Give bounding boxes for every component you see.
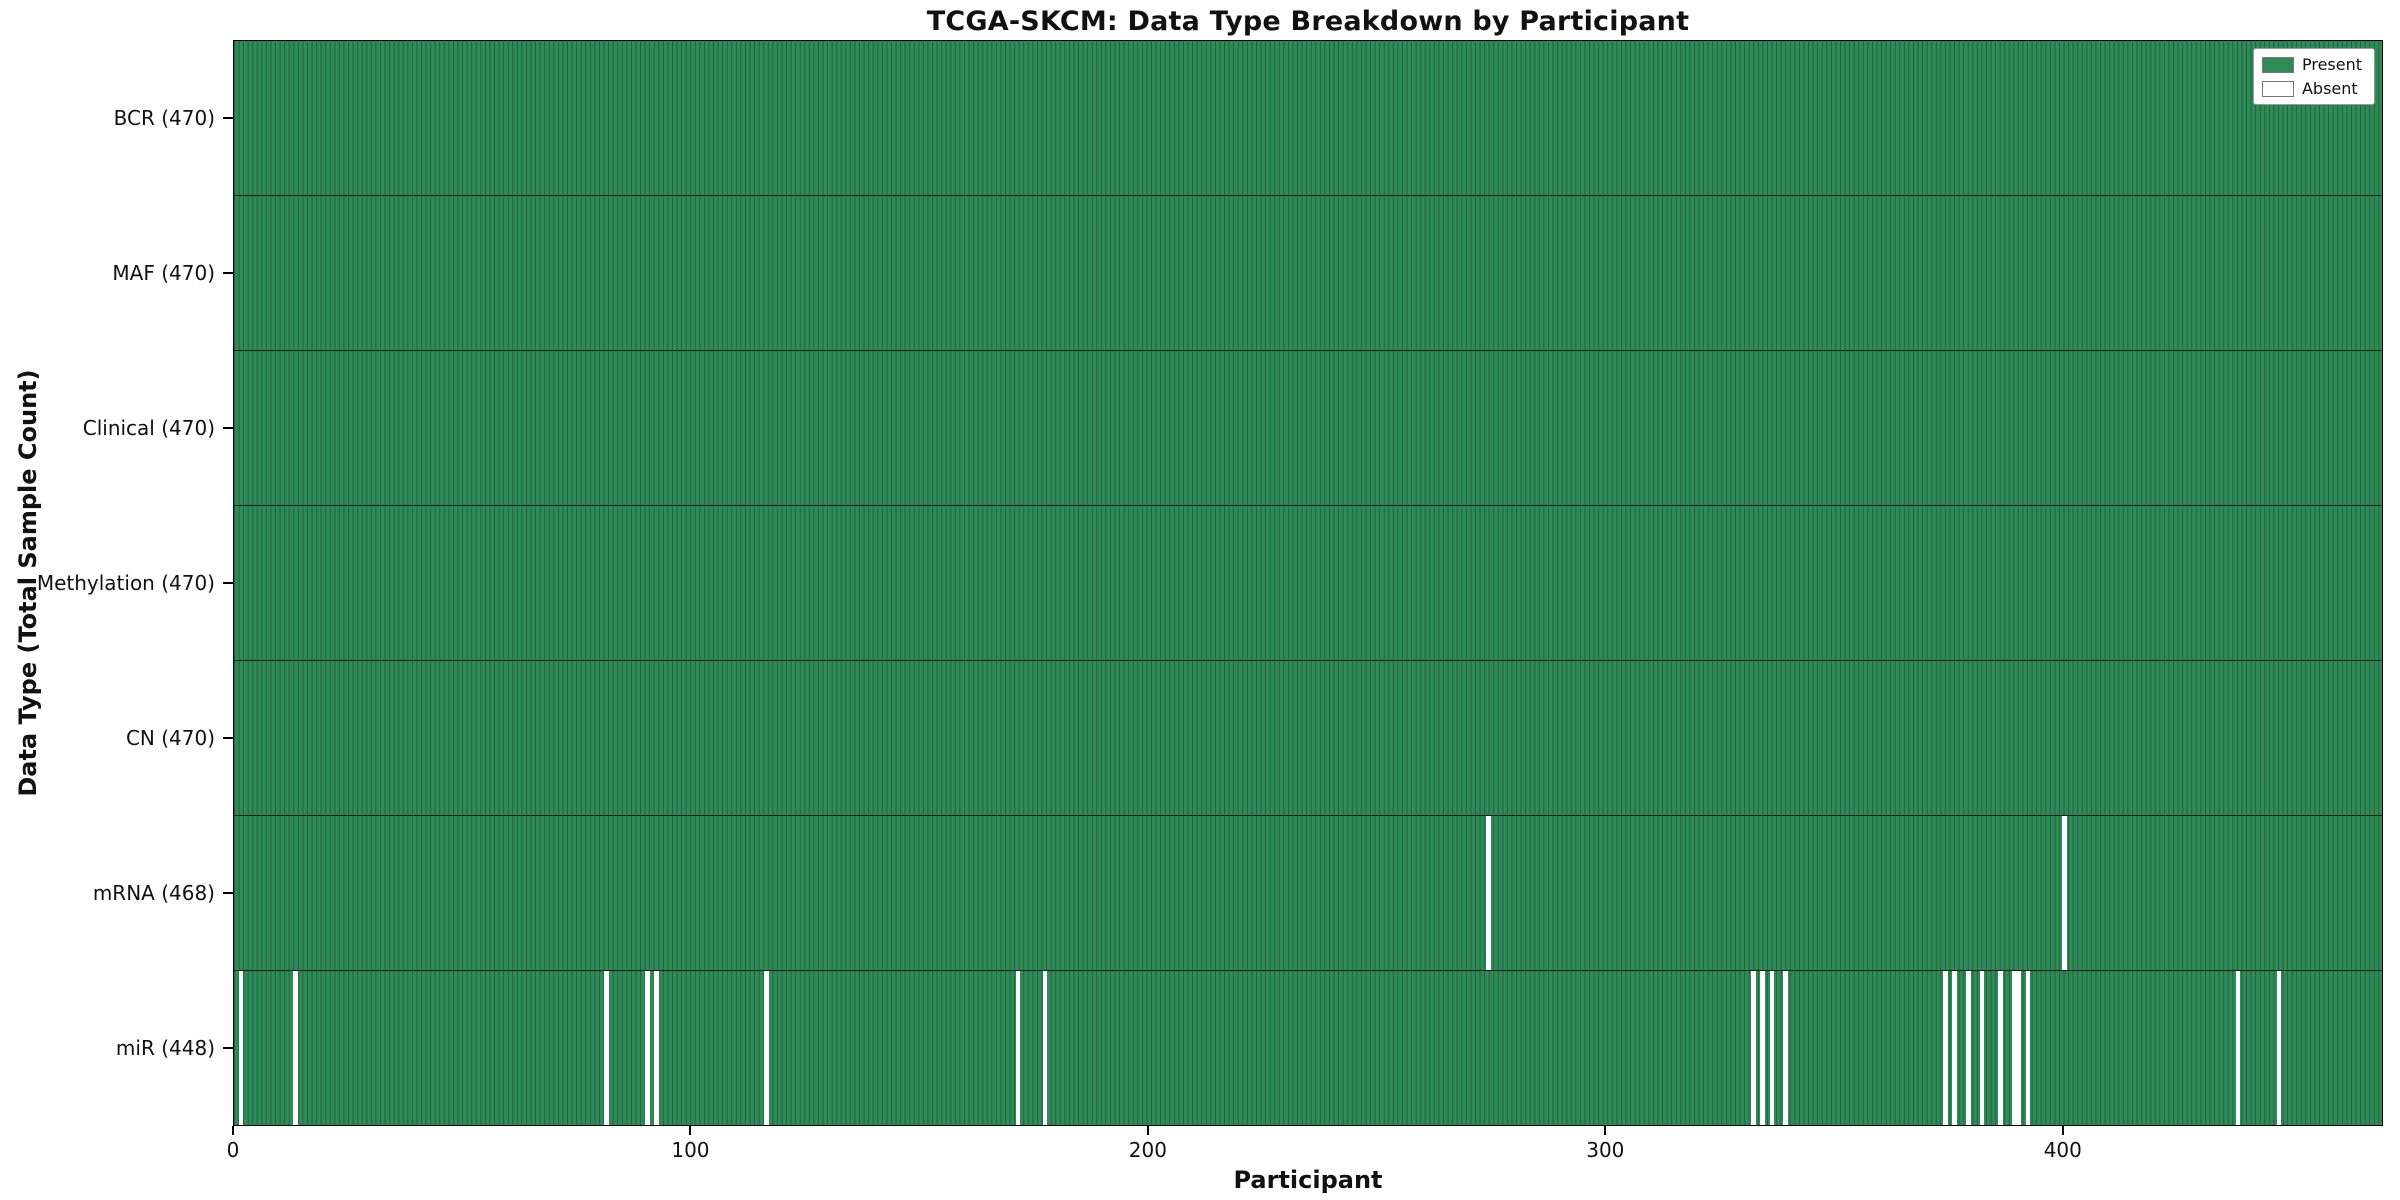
x-tick-mark [689, 1126, 692, 1135]
x-tick-label-200: 200 [1128, 1138, 1167, 1162]
absent-stripe [1943, 971, 1948, 1125]
y-axis-ticks: BCR (470) MAF (470) Clinical (470) Methylat… [0, 40, 233, 1126]
absent-stripe [1760, 971, 1765, 1125]
y-tick-label-Methylation: Methylation (470) [36, 571, 215, 595]
absent-stripe [1751, 971, 1756, 1125]
absent-stripe [764, 971, 769, 1125]
absent-stripe [604, 971, 609, 1125]
heatmap-rows [234, 41, 2382, 1125]
absent-stripe [2016, 971, 2021, 1125]
y-tick-mark [223, 1047, 233, 1050]
absent-stripe [2062, 816, 2067, 970]
absent-stripe [2011, 971, 2017, 1125]
heatmap-row-CN [234, 661, 2382, 816]
absent-stripe [1952, 971, 1957, 1125]
absent-stripe [1998, 971, 2003, 1125]
present-swatch [2261, 56, 2294, 73]
y-tick-mark [223, 116, 233, 119]
legend-item-present: Present [2261, 55, 2362, 74]
y-tick-label-miR: miR (448) [115, 1036, 215, 1061]
absent-stripe [1042, 971, 1048, 1125]
absent-stripe [2025, 971, 2031, 1125]
y-tick-label-MAF: MAF (470) [112, 260, 215, 285]
heatmap-row-MAF [234, 196, 2382, 351]
y-tick-mark [223, 582, 233, 584]
heatmap-row-miR [234, 971, 2382, 1125]
x-tick-label-300: 300 [1586, 1138, 1625, 1162]
heatmap-row-BCR [234, 41, 2382, 196]
y-tick-mark [223, 737, 233, 740]
x-tick-label-0: 0 [226, 1138, 240, 1162]
absent-stripe [238, 971, 244, 1125]
y-tick-label-CN: CN (470) [125, 726, 215, 751]
absent-stripe [654, 971, 660, 1125]
x-tick-label-100: 100 [671, 1138, 710, 1162]
legend-label-absent: Absent [2301, 79, 2358, 98]
absent-stripe [645, 971, 650, 1125]
absent-stripe [1015, 971, 1021, 1125]
heatmap-row-Methylation [234, 506, 2382, 661]
x-tick-label-400: 400 [2043, 1138, 2082, 1162]
chart-title: TCGA-SKCM: Data Type Breakdown by Partic… [926, 6, 1690, 37]
absent-stripe [2276, 971, 2282, 1125]
y-tick-label-mRNA: mRNA (468) [92, 881, 215, 906]
y-tick-mark [223, 892, 233, 895]
legend: Present Absent [2252, 48, 2375, 105]
x-tick-mark [1604, 1126, 1607, 1135]
absent-stripe [1769, 971, 1775, 1125]
y-tick-mark [223, 271, 233, 274]
x-tick-mark [2061, 1126, 2064, 1135]
x-tick-mark [232, 1126, 234, 1135]
heatmap-row-mRNA [234, 816, 2382, 971]
absent-stripe [1486, 816, 1491, 970]
heatmap-row-Clinical [234, 351, 2382, 506]
legend-label-present: Present [2301, 55, 2362, 74]
absent-stripe [293, 971, 298, 1125]
x-axis-ticks: 0 100 200 300 400 [227, 1126, 2383, 1166]
absent-stripe [1966, 971, 1971, 1125]
x-axis-label: Participant [1233, 1166, 1383, 1194]
y-tick-mark [223, 426, 233, 429]
absent-stripe [2235, 971, 2241, 1125]
absent-stripe [1783, 971, 1788, 1125]
absent-swatch [2261, 80, 2294, 97]
y-tick-label-Clinical: Clinical (470) [82, 415, 215, 440]
y-tick-label-BCR: BCR (470) [113, 105, 215, 130]
plot-area: Present Absent [233, 40, 2383, 1126]
legend-item-absent: Absent [2261, 79, 2362, 98]
x-tick-mark [1146, 1126, 1149, 1135]
absent-stripe [1979, 971, 1985, 1125]
